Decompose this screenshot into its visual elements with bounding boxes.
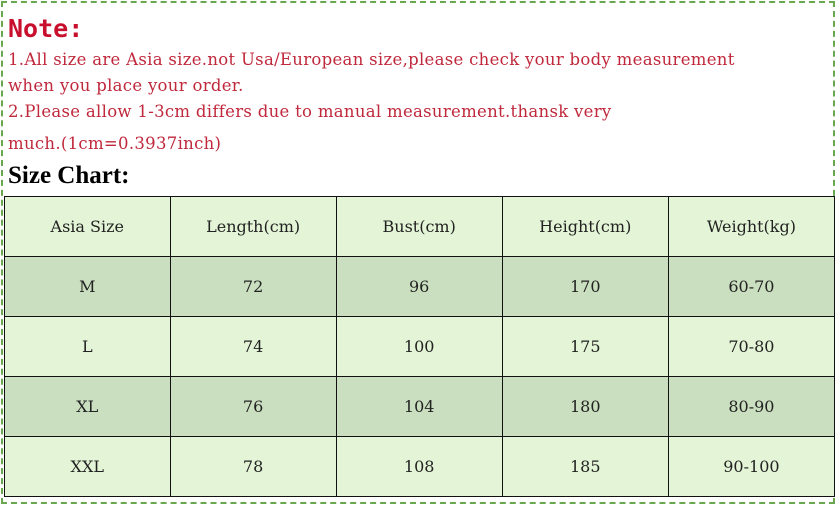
note-title: Note: (8, 14, 84, 43)
cell: L (4, 316, 171, 377)
cell: 100 (335, 316, 503, 377)
cell: 180 (501, 376, 669, 437)
cell: XXL (4, 436, 171, 497)
header-cell: Height(cm) (501, 196, 669, 257)
note-line: 2.Please allow 1-3cm differs due to manu… (8, 102, 612, 121)
cell: 72 (169, 256, 337, 317)
table-header-row: Asia Size Length(cm) Bust(cm) Height(cm)… (4, 196, 836, 257)
cell: XL (4, 376, 171, 437)
cell: 96 (335, 256, 503, 317)
cell: 78 (169, 436, 337, 497)
cell: 76 (169, 376, 337, 437)
cell: 80-90 (667, 376, 836, 437)
table-row: XXL 78 108 185 90-100 (4, 436, 836, 497)
cell: 70-80 (667, 316, 836, 377)
cell: 90-100 (667, 436, 836, 497)
table-row: XL 76 104 180 80-90 (4, 376, 836, 437)
size-chart-table: Asia Size Length(cm) Bust(cm) Height(cm)… (4, 196, 836, 497)
cell: 108 (335, 436, 503, 497)
header-cell: Weight(kg) (667, 196, 836, 257)
cell: 74 (169, 316, 337, 377)
header-cell: Asia Size (4, 196, 171, 257)
cell: 104 (335, 376, 503, 437)
table-row: M 72 96 170 60-70 (4, 256, 836, 317)
cell: 185 (501, 436, 669, 497)
size-chart-title: Size Chart: (8, 162, 130, 189)
note-line: 1.All size are Asia size.not Usa/Europea… (8, 50, 735, 69)
cell: M (4, 256, 171, 317)
cell: 170 (501, 256, 669, 317)
header-cell: Bust(cm) (335, 196, 503, 257)
cell: 175 (501, 316, 669, 377)
note-line: much.(1cm=0.3937inch) (8, 134, 222, 153)
cell: 60-70 (667, 256, 836, 317)
note-line: when you place your order. (8, 76, 244, 95)
table-row: L 74 100 175 70-80 (4, 316, 836, 377)
header-cell: Length(cm) (169, 196, 337, 257)
